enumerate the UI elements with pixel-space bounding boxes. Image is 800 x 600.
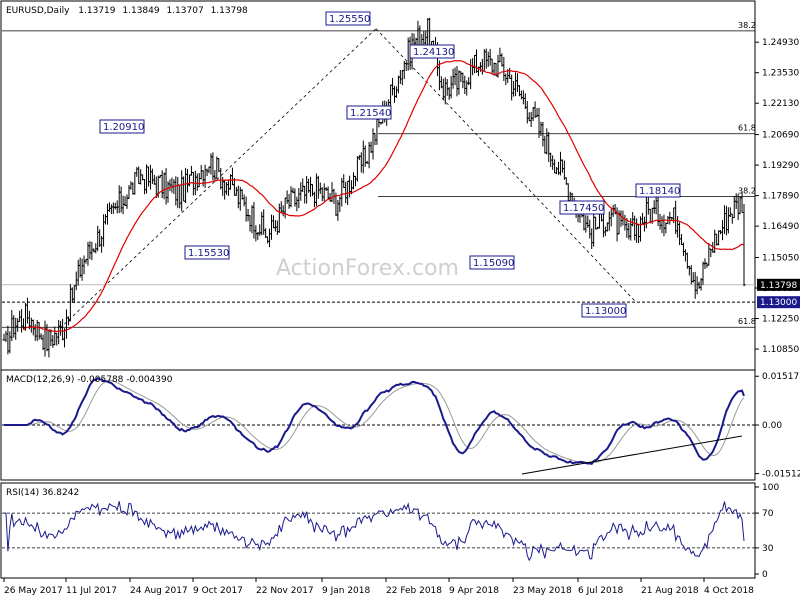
last-price-badge: 1.13798 (757, 278, 800, 291)
rsi-title: RSI(14) 36.8242 (6, 488, 79, 498)
date-tick-label: 22 Feb 2018 (386, 586, 442, 596)
price-annotation: 1.21540 (346, 105, 392, 120)
date-tick-label: 4 Oct 2018 (704, 586, 754, 596)
price-annotation: 1.15090 (469, 255, 515, 270)
date-tick-label: 6 Jul 2018 (578, 586, 623, 596)
rsi-panel-frame (0, 482, 756, 579)
price-tick-label: 1.23530 (762, 69, 799, 79)
fib-level-label: 38.2 (738, 186, 756, 195)
price-tick-label: 1.22130 (762, 99, 799, 109)
svg-text:1.13798: 1.13798 (760, 281, 797, 291)
price-tick-label: 1.12250 (762, 315, 799, 325)
rsi-line (4, 501, 745, 562)
fib-level-label: 61.8 (738, 317, 756, 326)
svg-text:1.21540: 1.21540 (350, 108, 391, 119)
macd-axis: 0.015178 0.00 -0.015126 (755, 372, 800, 480)
price-tick-label: 1.16490 (762, 222, 799, 232)
date-tick-label: 23 May 2018 (513, 586, 572, 596)
fibonacci-levels: 38.2 61.8 38.2 61.8 (2, 21, 756, 328)
dashed-trendline (375, 28, 637, 303)
price-annotation: 1.15530 (184, 245, 230, 260)
macd-signal-line (4, 379, 745, 464)
watermark: ActionForex.com (276, 256, 459, 281)
svg-text:1.15090: 1.15090 (473, 258, 514, 269)
rsi-axis: 100 70 30 0 (755, 483, 779, 580)
rsi-tick-label: 30 (762, 544, 774, 554)
macd-tick-label: -0.015126 (762, 470, 800, 480)
svg-text:1.24130: 1.24130 (413, 47, 454, 58)
main-panel-frame (0, 0, 756, 371)
svg-text:1.13000: 1.13000 (760, 298, 797, 308)
price-annotation: 1.17450 (559, 200, 605, 215)
candlesticks (2, 17, 746, 358)
price-annotation: 1.24130 (409, 44, 455, 59)
svg-text:1.15530: 1.15530 (188, 248, 229, 259)
price-annotations: 1.25550 1.24130 1.21540 1.20910 1.18140 1.174… (99, 11, 681, 318)
price-tick-label: 1.15050 (762, 254, 799, 264)
price-tick-label: 1.20690 (762, 131, 799, 141)
date-tick-label: 11 Jul 2017 (66, 586, 117, 596)
macd-tick-label: 0.00 (762, 421, 782, 431)
price-tick-label: 1.19290 (762, 161, 799, 171)
svg-text:1.18140: 1.18140 (639, 186, 680, 197)
svg-text:1.13000: 1.13000 (585, 306, 626, 317)
price-tick-label: 1.24930 (762, 38, 799, 48)
date-tick-label: 26 May 2017 (4, 586, 63, 596)
price-bar (742, 203, 746, 287)
date-tick-label: 9 Jan 2018 (322, 586, 370, 596)
svg-text:1.25550: 1.25550 (329, 14, 370, 25)
price-axis: 1.24930 1.23530 1.22130 1.20690 1.19290 1.178… (755, 38, 800, 355)
date-tick-label: 21 Aug 2018 (641, 586, 699, 596)
rsi-tick-label: 100 (762, 483, 779, 493)
rsi-tick-label: 0 (762, 570, 768, 580)
trendlines (59, 28, 637, 329)
price-annotation: 1.13000 (581, 303, 627, 318)
chart-title: EURUSD,Daily 1.13719 1.13849 1.13707 1.1… (6, 6, 248, 16)
macd-line (4, 376, 745, 466)
date-tick-label: 9 Apr 2018 (449, 586, 499, 596)
fib-level-label: 61.8 (738, 124, 756, 133)
date-tick-label: 24 Aug 2017 (130, 586, 188, 596)
macd-trendline (521, 435, 743, 475)
rsi-tick-label: 70 (762, 509, 774, 519)
macd-title: MACD(12,26,9) -0.005788 -0.004390 (6, 375, 173, 385)
svg-text:1.17450: 1.17450 (563, 203, 604, 214)
support-badge: 1.13000 (757, 296, 800, 309)
price-annotation: 1.20910 (99, 119, 145, 134)
date-axis: 26 May 2017 11 Jul 2017 24 Aug 2017 9 Oct 2… (3, 578, 754, 596)
dashed-trendline (59, 28, 377, 329)
date-tick-label: 22 Nov 2017 (256, 586, 314, 596)
date-tick-label: 9 Oct 2017 (193, 586, 243, 596)
fib-level-label: 38.2 (738, 21, 756, 30)
macd-tick-label: 0.015178 (762, 372, 800, 382)
price-annotation: 1.18140 (635, 183, 681, 198)
price-annotation: 1.25550 (325, 11, 371, 26)
moving-average-line (23, 59, 745, 333)
price-tick-label: 1.17890 (762, 192, 799, 202)
svg-text:1.20910: 1.20910 (103, 122, 144, 133)
price-tick-label: 1.10850 (762, 345, 799, 355)
